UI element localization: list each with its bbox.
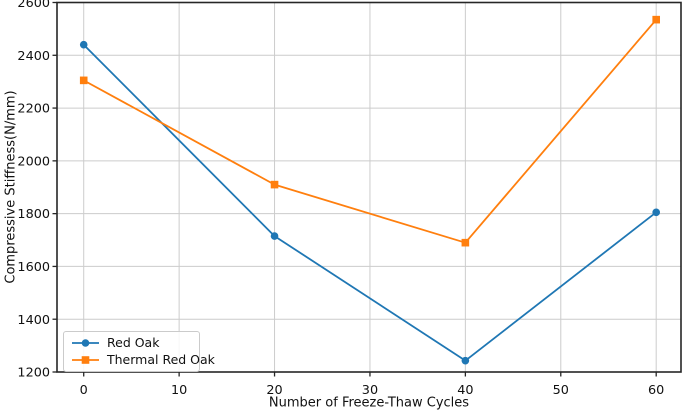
- legend-marker-glyph: [81, 355, 90, 364]
- x-tick-label: 50: [553, 383, 569, 398]
- y-axis-title: Compressive Stiffness(N/mm): [3, 90, 19, 284]
- y-tick-label: 1400: [17, 313, 50, 328]
- legend: Red Oak Thermal Red Oak: [63, 331, 215, 372]
- y-tick-label: 2000: [17, 154, 50, 169]
- x-tick-label: 40: [457, 383, 473, 398]
- series-line-red-oak: [83, 44, 657, 362]
- data-point-thermal-red-oak: [270, 180, 279, 189]
- y-tick-label: 2400: [17, 49, 50, 64]
- x-axis-title: Number of Freeze-Thaw Cycles: [268, 395, 470, 411]
- data-point-red-oak: [270, 232, 279, 240]
- data-point-red-oak: [79, 40, 88, 49]
- x-tick-label: 0: [80, 383, 88, 398]
- data-point-red-oak: [461, 356, 470, 365]
- x-tick-label: 20: [266, 383, 282, 398]
- y-tick-label: 1800: [17, 207, 50, 222]
- legend-item-red-oak: Red Oak: [72, 336, 195, 350]
- legend-label: Red Oak: [107, 335, 160, 350]
- y-tick-label: 1200: [17, 366, 50, 381]
- data-point-thermal-red-oak: [79, 76, 88, 85]
- x-tick-label: 60: [648, 383, 664, 398]
- y-tick-label: 2600: [17, 0, 50, 11]
- legend-marker-glyph: [81, 339, 90, 348]
- data-point-red-oak: [652, 208, 660, 217]
- legend-label: Thermal Red Oak: [107, 351, 215, 367]
- x-tick-label: 10: [171, 383, 187, 398]
- series-line-thermal-red-oak: [83, 19, 657, 244]
- plot-border: [56, 1, 682, 373]
- data-point-thermal-red-oak: [461, 238, 470, 247]
- data-point-thermal-red-oak: [652, 15, 660, 24]
- x-tick-label: 30: [362, 383, 378, 398]
- legend-marker-thermal-red-oak: [72, 355, 99, 364]
- legend-marker-red-oak: [72, 339, 99, 348]
- y-tick-label: 2200: [17, 102, 50, 117]
- legend-item-thermal-red-oak: Thermal Red Oak: [72, 353, 215, 367]
- y-tick-label: 1600: [17, 260, 50, 275]
